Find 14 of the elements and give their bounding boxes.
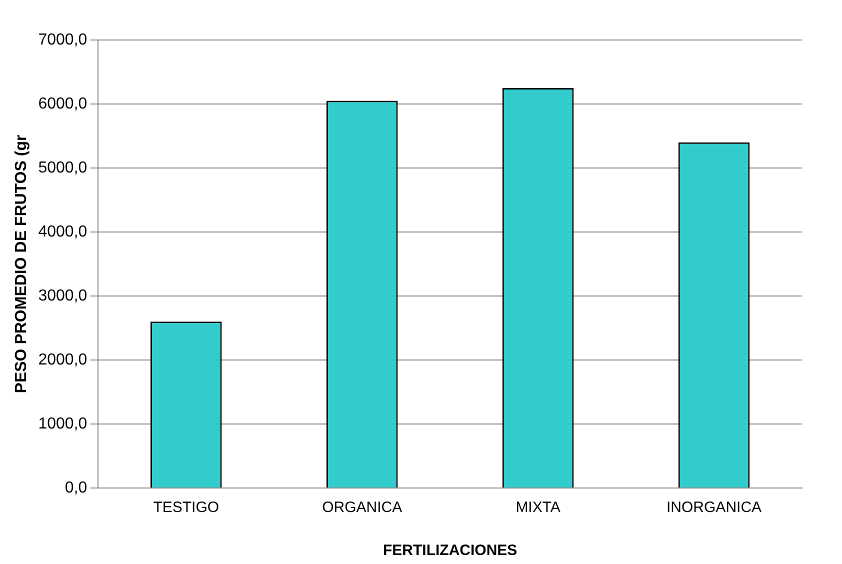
- y-tick-label: 1000,0: [38, 415, 88, 432]
- y-tick-label: 2000,0: [38, 351, 88, 368]
- y-tick-label: 7000,0: [38, 31, 88, 48]
- y-tick-label: 5000,0: [38, 159, 88, 176]
- x-tick-label: MIXTA: [516, 499, 560, 516]
- y-tick-label: 0,0: [64, 479, 88, 496]
- x-tick-label: ORGANICA: [322, 499, 402, 516]
- x-tick-label: TESTIGO: [153, 499, 220, 516]
- y-tick-label: 6000,0: [38, 95, 88, 112]
- y-tick-label: 3000,0: [38, 287, 88, 304]
- x-axis-title: FERTILIZACIONES: [382, 542, 518, 560]
- x-tick-label: INORGANICA: [666, 499, 762, 516]
- y-tick-label: 4000,0: [38, 223, 88, 240]
- y-axis-title: PESO PROMEDIO DE FRUTOS (gr: [13, 134, 30, 394]
